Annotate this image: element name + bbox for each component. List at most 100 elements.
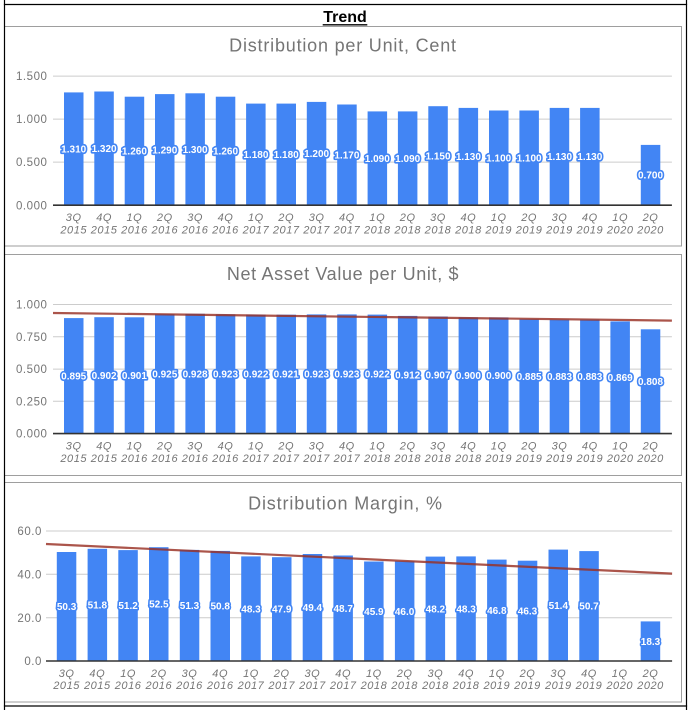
svg-text:2017: 2017	[272, 224, 300, 236]
svg-text:4Q: 4Q	[339, 212, 355, 224]
svg-text:0.700: 0.700	[638, 171, 663, 182]
svg-text:2Q: 2Q	[642, 212, 659, 224]
svg-text:2019: 2019	[515, 453, 543, 465]
svg-text:50.8: 50.8	[210, 602, 230, 613]
svg-text:2016: 2016	[211, 453, 239, 465]
svg-text:2017: 2017	[298, 680, 326, 692]
svg-text:1.300: 1.300	[183, 145, 208, 156]
svg-text:51.3: 51.3	[180, 601, 200, 612]
svg-text:46.3: 46.3	[518, 606, 538, 617]
svg-text:48.3: 48.3	[241, 604, 261, 615]
svg-text:1.000: 1.000	[16, 114, 48, 126]
svg-text:1.130: 1.130	[577, 152, 602, 163]
svg-text:0.901: 0.901	[122, 371, 147, 382]
svg-text:1Q: 1Q	[127, 440, 143, 452]
svg-text:1.130: 1.130	[547, 152, 572, 163]
svg-text:0.0: 0.0	[24, 656, 42, 668]
svg-text:2017: 2017	[272, 453, 300, 465]
svg-text:3Q: 3Q	[66, 212, 82, 224]
svg-text:2020: 2020	[636, 224, 664, 236]
svg-text:2Q: 2Q	[520, 440, 537, 452]
svg-text:50.7: 50.7	[579, 602, 599, 613]
svg-text:3Q: 3Q	[187, 440, 203, 452]
svg-text:2Q: 2Q	[156, 440, 173, 452]
svg-text:2018: 2018	[393, 224, 421, 236]
svg-text:2Q: 2Q	[642, 440, 659, 452]
svg-text:0.925: 0.925	[152, 370, 177, 381]
svg-text:1.090: 1.090	[395, 154, 420, 165]
svg-text:0.921: 0.921	[274, 370, 299, 381]
svg-text:48.3: 48.3	[456, 604, 476, 615]
svg-text:0.900: 0.900	[456, 371, 481, 382]
svg-text:0.883: 0.883	[577, 372, 602, 383]
svg-text:4Q: 4Q	[582, 440, 598, 452]
svg-text:1Q: 1Q	[369, 212, 385, 224]
svg-text:47.9: 47.9	[272, 605, 292, 616]
svg-text:46.0: 46.0	[395, 607, 415, 618]
svg-text:1.170: 1.170	[334, 150, 359, 161]
svg-text:Distribution Margin, %: Distribution Margin, %	[248, 493, 443, 513]
svg-text:2019: 2019	[484, 224, 512, 236]
svg-text:1Q: 1Q	[612, 668, 628, 680]
svg-text:4Q: 4Q	[339, 440, 355, 452]
svg-text:0.923: 0.923	[334, 370, 359, 381]
svg-text:2Q: 2Q	[277, 212, 294, 224]
svg-text:0.900: 0.900	[486, 371, 511, 382]
svg-text:2019: 2019	[513, 680, 541, 692]
svg-text:3Q: 3Q	[309, 440, 325, 452]
svg-text:2015: 2015	[59, 453, 87, 465]
svg-text:2016: 2016	[120, 224, 148, 236]
svg-text:2015: 2015	[52, 680, 80, 692]
svg-text:0.923: 0.923	[213, 370, 238, 381]
svg-text:20.0: 20.0	[17, 613, 42, 625]
svg-text:1Q: 1Q	[366, 668, 382, 680]
svg-text:0.500: 0.500	[16, 157, 48, 169]
svg-text:1.180: 1.180	[274, 150, 299, 161]
svg-text:1.000: 1.000	[16, 300, 48, 312]
svg-text:51.8: 51.8	[88, 601, 108, 612]
svg-text:2016: 2016	[114, 680, 142, 692]
svg-text:4Q: 4Q	[89, 668, 105, 680]
svg-text:1.320: 1.320	[92, 144, 117, 155]
svg-text:2018: 2018	[390, 680, 418, 692]
svg-text:2020: 2020	[606, 224, 634, 236]
svg-text:2019: 2019	[515, 224, 543, 236]
svg-text:3Q: 3Q	[66, 440, 82, 452]
svg-text:2Q: 2Q	[396, 668, 413, 680]
svg-text:2020: 2020	[636, 453, 664, 465]
svg-text:45.9: 45.9	[364, 607, 384, 618]
svg-text:Net Asset Value per Unit, $: Net Asset Value per Unit, $	[227, 264, 459, 284]
svg-text:2017: 2017	[242, 453, 270, 465]
svg-text:2015: 2015	[83, 680, 111, 692]
svg-text:0.902: 0.902	[92, 371, 117, 382]
svg-text:4Q: 4Q	[461, 212, 477, 224]
svg-text:1Q: 1Q	[491, 212, 507, 224]
svg-text:4Q: 4Q	[96, 440, 112, 452]
svg-text:2017: 2017	[329, 680, 357, 692]
svg-text:18.3: 18.3	[641, 637, 661, 648]
svg-text:2019: 2019	[575, 224, 603, 236]
svg-text:2018: 2018	[454, 453, 482, 465]
svg-text:1.200: 1.200	[304, 149, 329, 160]
svg-text:2016: 2016	[181, 453, 209, 465]
svg-text:0.250: 0.250	[16, 396, 48, 408]
svg-text:3Q: 3Q	[187, 212, 203, 224]
svg-text:1.180: 1.180	[243, 150, 268, 161]
svg-text:1Q: 1Q	[248, 212, 264, 224]
svg-text:2018: 2018	[424, 453, 452, 465]
svg-text:4Q: 4Q	[96, 212, 112, 224]
svg-text:4Q: 4Q	[218, 212, 234, 224]
svg-text:2Q: 2Q	[150, 668, 167, 680]
svg-text:2016: 2016	[181, 224, 209, 236]
svg-text:1Q: 1Q	[491, 440, 507, 452]
svg-text:3Q: 3Q	[428, 668, 444, 680]
svg-text:0.912: 0.912	[395, 370, 420, 381]
svg-text:40.0: 40.0	[17, 569, 42, 581]
svg-text:2018: 2018	[363, 453, 391, 465]
svg-text:2Q: 2Q	[519, 668, 536, 680]
svg-text:1Q: 1Q	[127, 212, 143, 224]
svg-text:50.3: 50.3	[57, 602, 77, 613]
svg-text:2017: 2017	[333, 224, 361, 236]
svg-text:1.100: 1.100	[517, 153, 542, 164]
svg-text:1Q: 1Q	[612, 440, 628, 452]
